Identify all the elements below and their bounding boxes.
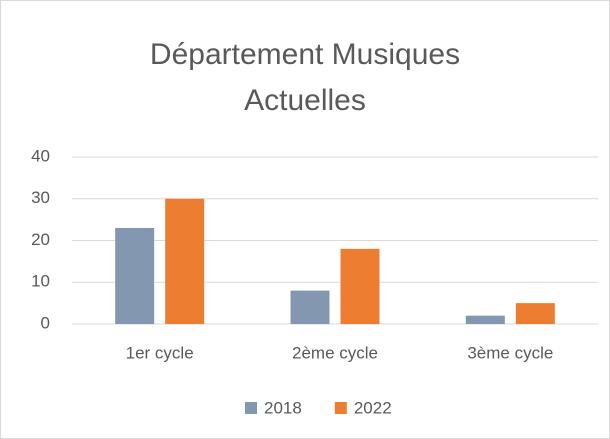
bar	[465, 315, 505, 324]
legend-swatch	[334, 402, 347, 414]
y-tick-label: 0	[41, 313, 50, 332]
legend-label: 2018	[264, 398, 302, 417]
y-tick-label: 20	[31, 230, 50, 249]
bar	[115, 227, 155, 324]
y-tick-label: 10	[31, 272, 50, 291]
x-tick-label: 2ème cycle	[292, 343, 378, 362]
y-tick-label: 30	[31, 188, 50, 207]
bar	[340, 248, 380, 324]
x-tick-label: 3ème cycle	[467, 343, 553, 362]
bar	[165, 198, 205, 324]
bar	[290, 290, 330, 324]
x-tick-label: 1er cycle	[126, 343, 194, 362]
bar	[515, 303, 555, 324]
legend-swatch	[245, 402, 257, 414]
y-tick-label: 40	[31, 146, 50, 165]
legend-label: 2022	[354, 398, 392, 417]
chart-title: Département Musiques Actuelles	[149, 38, 461, 117]
